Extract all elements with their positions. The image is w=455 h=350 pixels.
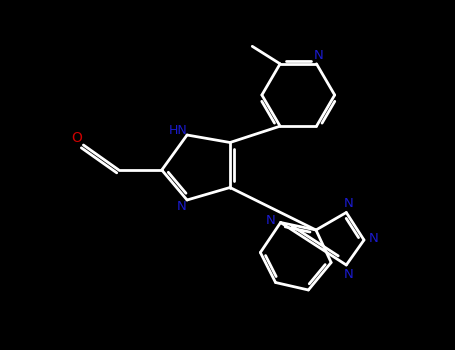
Text: N: N xyxy=(314,49,324,62)
Text: N: N xyxy=(344,197,354,210)
Text: HN: HN xyxy=(169,125,187,138)
Text: N: N xyxy=(177,199,187,212)
Text: N: N xyxy=(369,232,379,245)
Text: N: N xyxy=(266,214,275,226)
Text: N: N xyxy=(344,267,354,280)
Text: O: O xyxy=(71,131,82,145)
